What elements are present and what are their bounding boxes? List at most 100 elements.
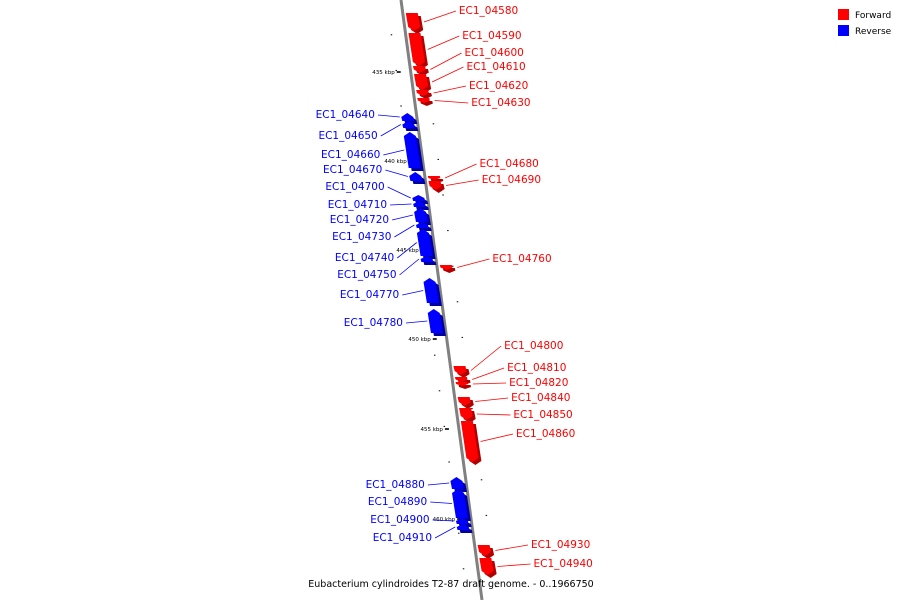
leader-line <box>475 397 509 402</box>
leader-line <box>457 258 490 268</box>
gene-arrow-ec1-04780[interactable] <box>427 309 446 336</box>
gene-arrow-ec1-04620[interactable] <box>416 90 432 99</box>
label-layer: EC1_04580 EC1_04590 EC1_04600 EC1_04610 EC1_… <box>316 5 593 570</box>
gene-arrow-ec1-04630[interactable] <box>417 98 433 106</box>
gene-arrow-ec1-04840[interactable] <box>457 397 474 409</box>
leader-line <box>392 214 414 221</box>
gene-arrow-ec1-04610[interactable] <box>413 74 432 93</box>
gene-label-ec1-04900[interactable]: EC1_04900 <box>370 514 429 526</box>
gene-label-ec1-04940[interactable]: EC1_04940 <box>534 558 593 570</box>
tick-label-450: 450 kbp <box>408 337 431 343</box>
leader-line <box>432 519 455 522</box>
gene-label-ec1-04650[interactable]: EC1_04650 <box>318 130 377 142</box>
tick-label-460: 460 kbp <box>433 517 456 523</box>
leader-line <box>495 544 529 551</box>
gene-label-ec1-04880[interactable]: EC1_04880 <box>366 479 425 491</box>
gene-arrow-ec1-04820[interactable] <box>455 382 472 389</box>
leader-line <box>444 163 477 179</box>
leader-line <box>476 413 511 416</box>
gene-arrow-ec1-04740[interactable] <box>416 229 436 259</box>
gene-label-ec1-04740[interactable]: EC1_04740 <box>335 252 394 264</box>
gene-label-ec1-04810[interactable]: EC1_04810 <box>507 362 566 374</box>
gene-label-ec1-04910[interactable]: EC1_04910 <box>373 532 432 544</box>
gene-label-ec1-04690[interactable]: EC1_04690 <box>482 174 541 186</box>
leader-line <box>390 203 412 206</box>
leader-line <box>445 179 479 186</box>
gene-label-ec1-04580[interactable]: EC1_04580 <box>459 5 518 17</box>
gene-label-ec1-04640[interactable]: EC1_04640 <box>316 109 375 121</box>
gene-label-ec1-04620[interactable]: EC1_04620 <box>469 80 528 92</box>
map-caption: Eubacterium cylindroides T2-87 draft gen… <box>308 579 593 590</box>
gene-label-ec1-04720[interactable]: EC1_04720 <box>330 214 389 226</box>
gene-label-ec1-04670[interactable]: EC1_04670 <box>323 164 382 176</box>
gene-arrow-ec1-04930[interactable] <box>477 545 495 559</box>
gene-label-ec1-04820[interactable]: EC1_04820 <box>509 377 568 389</box>
gene-arrow-ec1-04580[interactable] <box>405 13 424 34</box>
gene-layer <box>401 13 497 578</box>
leader-line <box>434 526 456 539</box>
gene-arrow-ec1-04860[interactable] <box>460 421 482 465</box>
leader-line <box>472 367 505 380</box>
leader-line <box>480 433 514 442</box>
gene-label-ec1-04610[interactable]: EC1_04610 <box>466 61 525 73</box>
gene-label-ec1-04780[interactable]: EC1_04780 <box>344 317 403 329</box>
gene-label-ec1-04600[interactable]: EC1_04600 <box>465 47 524 59</box>
gene-label-ec1-04700[interactable]: EC1_04700 <box>325 181 384 193</box>
gene-label-ec1-04730[interactable]: EC1_04730 <box>332 231 391 243</box>
legend: Forward Reverse <box>838 9 892 37</box>
leader-line <box>497 563 531 567</box>
leader-line <box>434 100 469 104</box>
gene-label-ec1-04770[interactable]: EC1_04770 <box>340 289 399 301</box>
gene-label-ec1-04930[interactable]: EC1_04930 <box>531 539 590 551</box>
gene-arrow-ec1-04650[interactable] <box>402 121 419 131</box>
gene-arrow-ec1-04760[interactable] <box>439 265 456 273</box>
leader-line <box>423 10 457 23</box>
gene-arrow-ec1-04660[interactable] <box>403 132 424 171</box>
leader-line <box>433 85 467 94</box>
leader-line <box>402 290 424 296</box>
gene-label-ec1-04840[interactable]: EC1_04840 <box>511 392 570 404</box>
gene-arrow-ec1-04800[interactable] <box>453 366 470 378</box>
gene-arrow-ec1-04910[interactable] <box>456 524 473 533</box>
leader-line <box>383 149 405 156</box>
tick-label-445: 445 kbp <box>396 248 419 254</box>
leader-line <box>394 224 415 238</box>
leader-line <box>472 382 507 385</box>
gene-label-ec1-04710[interactable]: EC1_04710 <box>328 199 387 211</box>
gene-arrow-ec1-04690[interactable] <box>428 181 445 193</box>
leader-line <box>427 482 450 486</box>
gene-arrow-ec1-04770[interactable] <box>423 278 442 306</box>
genome-backbone <box>399 0 484 600</box>
gene-label-ec1-04760[interactable]: EC1_04760 <box>492 253 551 265</box>
leader-line <box>396 242 417 259</box>
gene-arrow-ec1-04880[interactable] <box>450 477 468 492</box>
legend-reverse-label: Reverse <box>855 27 892 37</box>
tick-label-455: 455 kbp <box>420 427 443 433</box>
gene-label-ec1-04680[interactable]: EC1_04680 <box>480 158 539 170</box>
legend-forward-swatch <box>838 9 849 20</box>
leader-line <box>470 345 502 371</box>
gene-arrow-ec1-04890[interactable] <box>452 489 471 521</box>
tick-label-435: 435 kbp <box>372 70 395 76</box>
legend-reverse-swatch <box>838 25 849 36</box>
leader-line <box>430 501 452 504</box>
gene-arrow-ec1-04940[interactable] <box>479 558 497 578</box>
gene-label-ec1-04860[interactable]: EC1_04860 <box>516 428 575 440</box>
gene-arrow-ec1-04590[interactable] <box>408 33 428 69</box>
gene-label-ec1-04890[interactable]: EC1_04890 <box>368 496 427 508</box>
gene-label-ec1-04750[interactable]: EC1_04750 <box>337 269 396 281</box>
leader-line <box>431 66 464 83</box>
gene-label-ec1-04660[interactable]: EC1_04660 <box>321 149 380 161</box>
leader-line <box>380 124 402 137</box>
leader-line <box>385 169 408 177</box>
gene-label-ec1-04630[interactable]: EC1_04630 <box>471 97 530 109</box>
gene-arrow-ec1-04850[interactable] <box>459 408 476 423</box>
gene-arrow-ec1-04720[interactable] <box>414 208 431 225</box>
gene-arrow-ec1-04750[interactable] <box>420 256 437 265</box>
gene-label-ec1-04800[interactable]: EC1_04800 <box>504 340 563 352</box>
gene-label-ec1-04590[interactable]: EC1_04590 <box>462 30 521 42</box>
gene-arrow-ec1-04670[interactable] <box>409 172 426 184</box>
gene-label-ec1-04850[interactable]: EC1_04850 <box>513 409 572 421</box>
leader-line <box>399 258 420 276</box>
